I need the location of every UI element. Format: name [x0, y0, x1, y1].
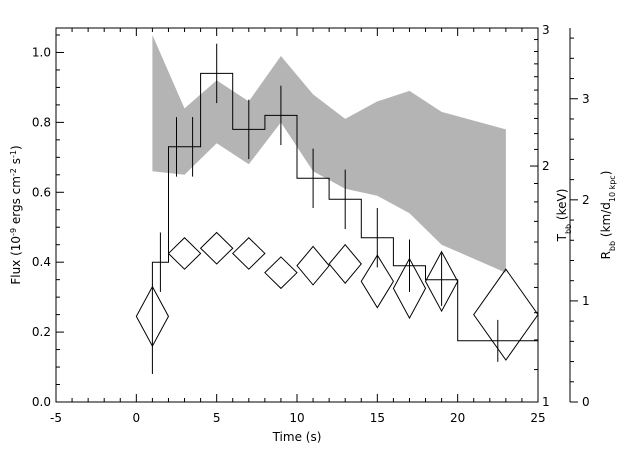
- y-tick-label: 0.0: [32, 395, 51, 409]
- x-axis-ticks: -5 0 5 10 15 20 25: [50, 28, 546, 425]
- x-tick-label: 10: [289, 411, 304, 425]
- radius-diamond: [264, 256, 298, 290]
- x-tick-label: 0: [133, 411, 141, 425]
- radius-axis-label: Rbb (km/d10 kpc): [599, 171, 617, 260]
- x-tick-label: 15: [370, 411, 385, 425]
- temperature-tick-label: 2: [542, 159, 550, 173]
- temperature-tick-label: 3: [542, 23, 550, 37]
- temperature-tick-label: 1: [542, 395, 550, 409]
- radius-diamond: [199, 231, 234, 265]
- radius-diamond-layer: [135, 231, 539, 361]
- x-axis-label: Time (s): [272, 430, 322, 444]
- y-left-axis-label: Flux (10-9 ergs cm-2 s-1): [9, 145, 24, 284]
- radius-axis-ticks: 0 1 2 3: [570, 37, 590, 409]
- radius-tick-label: 2: [582, 193, 590, 207]
- radius-diamond: [167, 237, 202, 270]
- radius-tick-label: 0: [582, 395, 590, 409]
- radius-diamond: [392, 257, 427, 320]
- radius-diamond: [135, 285, 170, 348]
- radius-diamond: [232, 237, 266, 270]
- y-tick-label: 0.4: [32, 255, 51, 269]
- flux-step-line: [151, 72, 538, 374]
- x-tick-label: 25: [530, 411, 545, 425]
- y-tick-label: 0.8: [32, 115, 51, 129]
- radius-diamond: [473, 268, 539, 361]
- radius-diamond: [296, 245, 330, 286]
- radius-tick-label: 3: [582, 92, 590, 106]
- y-tick-label: 0.2: [32, 325, 51, 339]
- radius-diamond: [328, 243, 362, 284]
- x-tick-label: 5: [213, 411, 221, 425]
- radius-diamond: [424, 250, 459, 313]
- temperature-axis-ticks: 1 2 3: [530, 23, 550, 409]
- y-tick-label: 0.6: [32, 185, 51, 199]
- y-left-axis-ticks: 0.0 0.2 0.4 0.6 0.8 1.0: [32, 34, 64, 409]
- radius-tick-label: 1: [582, 294, 590, 308]
- x-tick-label: -5: [50, 411, 62, 425]
- radius-diamond: [360, 254, 394, 309]
- y-tick-label: 1.0: [32, 45, 51, 59]
- temperature-band: [152, 35, 506, 273]
- temperature-band-layer: [152, 35, 506, 273]
- flux-histogram-layer: [151, 43, 538, 374]
- x-tick-label: 20: [450, 411, 465, 425]
